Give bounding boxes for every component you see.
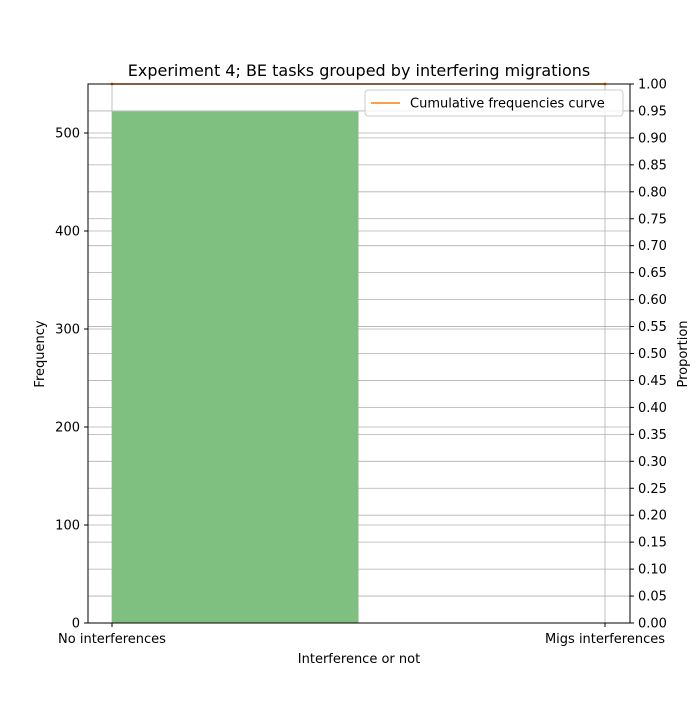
left-tick-label: 100 — [55, 519, 80, 534]
right-tick-label: 0.15 — [638, 536, 667, 551]
x-axis-ticks: No interferences Migs interferences — [58, 623, 665, 647]
left-tick-label: 200 — [55, 421, 80, 436]
x-axis-label: Interference or not — [298, 652, 420, 667]
x-tick-label: Migs interferences — [545, 632, 665, 647]
y2-axis-label: Proportion — [676, 320, 691, 387]
x-tick-label: No interferences — [58, 632, 166, 647]
right-tick-label: 0.80 — [638, 185, 667, 200]
right-tick-label: 0.45 — [638, 374, 667, 389]
right-tick-label: 0.65 — [638, 266, 667, 281]
right-tick-label: 0.70 — [638, 239, 667, 254]
y-axis-label: Frequency — [33, 320, 48, 387]
right-tick-label: 0.75 — [638, 212, 667, 227]
right-tick-label: 0.10 — [638, 563, 667, 578]
right-tick-label: 0.00 — [638, 617, 667, 632]
chart-title: Experiment 4; BE tasks grouped by interf… — [128, 61, 590, 80]
left-tick-label: 300 — [55, 323, 80, 338]
right-y-axis-ticks: 0.00 0.05 0.10 0.15 0.20 0.25 0.30 0.35 0.40 0.45… — [630, 78, 667, 632]
right-tick-label: 0.85 — [638, 158, 667, 173]
left-y-axis-ticks: 0 100 200 300 400 500 — [55, 127, 88, 632]
right-tick-label: 0.25 — [638, 482, 667, 497]
right-tick-label: 0.05 — [638, 590, 667, 605]
right-tick-label: 0.40 — [638, 401, 667, 416]
right-tick-label: 0.95 — [638, 104, 667, 119]
left-tick-label: 0 — [72, 617, 80, 632]
bars — [112, 111, 359, 623]
right-tick-label: 1.00 — [638, 78, 667, 93]
right-tick-label: 0.90 — [638, 131, 667, 146]
legend-box — [364, 89, 624, 117]
right-tick-label: 0.35 — [638, 428, 667, 443]
left-tick-label: 500 — [55, 127, 80, 142]
bar — [112, 111, 359, 623]
right-tick-label: 0.20 — [638, 509, 667, 524]
legend-label-cumulative: Cumulative frequencies curve — [410, 97, 605, 112]
right-tick-label: 0.55 — [638, 320, 667, 335]
legend: Cumulative frequencies curve — [364, 89, 624, 117]
right-tick-label: 0.30 — [638, 455, 667, 470]
left-tick-label: 400 — [55, 225, 80, 240]
right-tick-label: 0.50 — [638, 347, 667, 362]
right-tick-label: 0.60 — [638, 293, 667, 308]
